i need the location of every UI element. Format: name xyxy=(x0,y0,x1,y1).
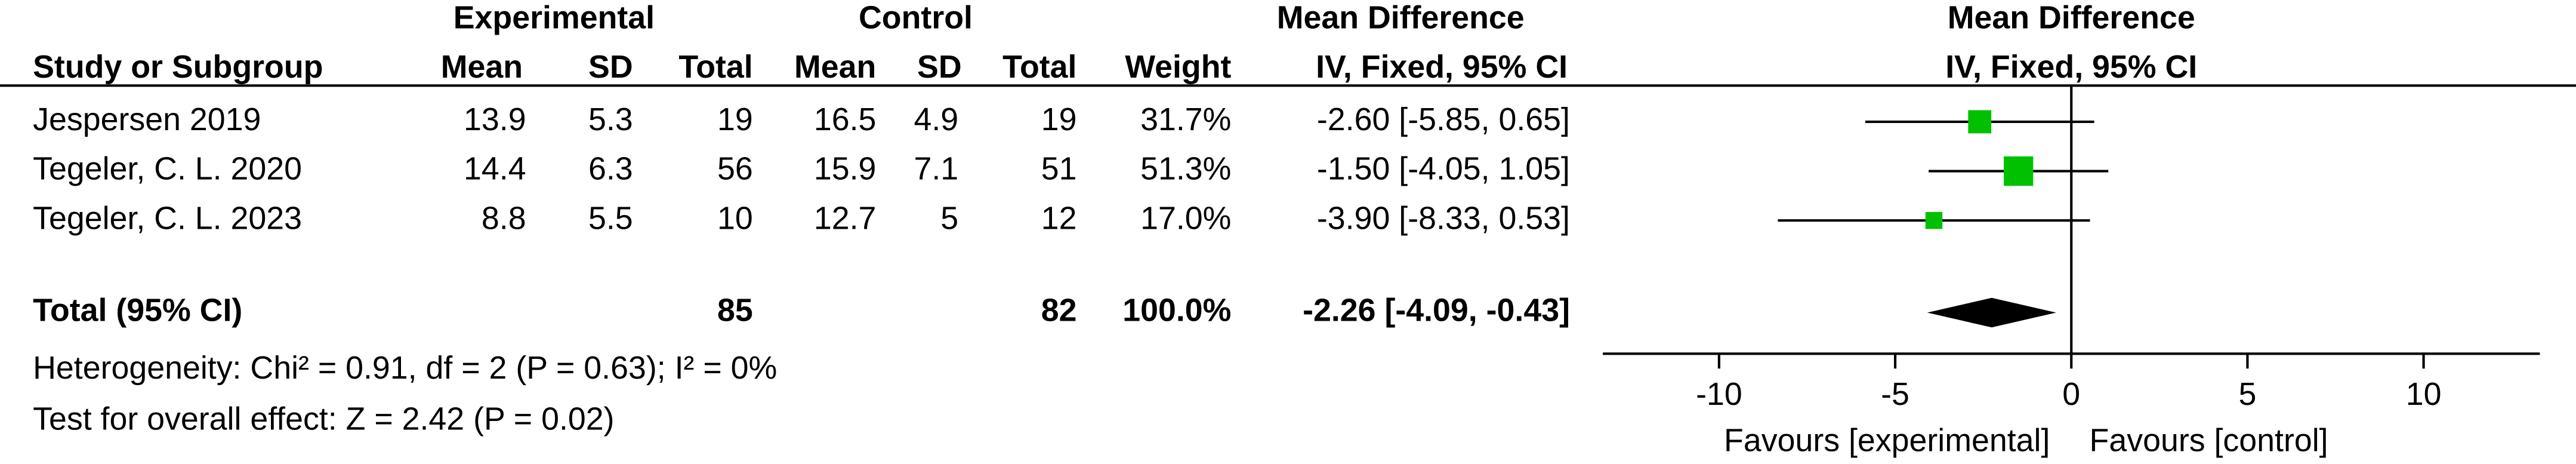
x-tick-label: 5 xyxy=(2238,376,2256,412)
table-cell: 12 xyxy=(1041,200,1077,236)
table-cell: 56 xyxy=(717,151,753,187)
column-header: Mean xyxy=(441,49,523,85)
total-cell: 85 xyxy=(717,293,753,328)
table-cell: 16.5 xyxy=(814,102,877,137)
table-cell: 6.3 xyxy=(588,151,633,187)
table-cell: 5.3 xyxy=(588,102,633,137)
study-name: Tegeler, C. L. 2023 xyxy=(33,200,302,236)
table-cell: 12.7 xyxy=(814,200,877,236)
table-cell: 10 xyxy=(717,200,753,236)
study-name: Jespersen 2019 xyxy=(33,102,261,137)
column-header: Mean xyxy=(794,49,876,85)
table-cell: 8.8 xyxy=(482,200,526,236)
table-cell: 13.9 xyxy=(464,102,526,137)
table-cell: 14.4 xyxy=(464,151,526,187)
x-tick-label: 10 xyxy=(2406,376,2442,412)
total-cell: 82 xyxy=(1041,293,1077,328)
column-header: SD xyxy=(917,49,962,85)
table-cell: -2.60 [-5.85, 0.65] xyxy=(1317,102,1570,137)
effect-square xyxy=(1968,110,1992,134)
note: Heterogeneity: Chi² = 0.91, df = 2 (P = … xyxy=(33,350,777,386)
x-label-left: Favours [experimental] xyxy=(1724,422,2050,458)
group-header: Mean Difference xyxy=(1948,0,2195,35)
table-cell: 7.1 xyxy=(914,151,958,187)
total-cell: -2.26 [-4.09, -0.43] xyxy=(1303,293,1570,328)
effect-square xyxy=(2004,156,2034,186)
table-cell: 19 xyxy=(717,102,753,137)
table-cell: 31.7% xyxy=(1140,102,1231,137)
column-header: Weight xyxy=(1125,49,1231,85)
table-cell: 19 xyxy=(1041,102,1077,137)
column-header: Study or Subgroup xyxy=(33,49,323,85)
total-cell: Total (95% CI) xyxy=(33,293,242,328)
note: Test for overall effect: Z = 2.42 (P = 0… xyxy=(33,401,614,437)
table-cell: 51.3% xyxy=(1140,151,1231,187)
table-cell: 4.9 xyxy=(914,102,958,137)
table-cell: 51 xyxy=(1041,151,1077,187)
table-cell: 17.0% xyxy=(1140,200,1231,236)
x-label-right: Favours [control] xyxy=(2090,422,2328,458)
x-tick-label: 0 xyxy=(2062,376,2080,412)
column-header: Total xyxy=(678,49,752,85)
study-name: Tegeler, C. L. 2020 xyxy=(33,151,302,187)
x-tick-label: -5 xyxy=(1881,376,1909,412)
table-cell: 5.5 xyxy=(588,200,633,236)
x-tick-label: -10 xyxy=(1696,376,1742,412)
column-header: IV, Fixed, 95% CI xyxy=(1316,49,1568,85)
group-header: Mean Difference xyxy=(1277,0,1525,35)
table-cell: -1.50 [-4.05, 1.05] xyxy=(1317,151,1570,187)
total-cell: 100.0% xyxy=(1122,293,1231,328)
total-diamond xyxy=(1927,297,2056,328)
table-cell: 5 xyxy=(940,200,958,236)
effect-square xyxy=(1925,212,1943,229)
group-header: Experimental xyxy=(454,0,655,35)
table-cell: 15.9 xyxy=(814,151,877,187)
column-header: Total xyxy=(1002,49,1076,85)
plot-subheader: IV, Fixed, 95% CI xyxy=(1945,49,2197,85)
column-header: SD xyxy=(588,49,633,85)
table-cell: -3.90 [-8.33, 0.53] xyxy=(1317,200,1570,236)
group-header: Control xyxy=(859,0,973,35)
